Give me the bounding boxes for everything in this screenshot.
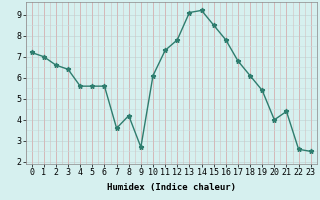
- X-axis label: Humidex (Indice chaleur): Humidex (Indice chaleur): [107, 183, 236, 192]
